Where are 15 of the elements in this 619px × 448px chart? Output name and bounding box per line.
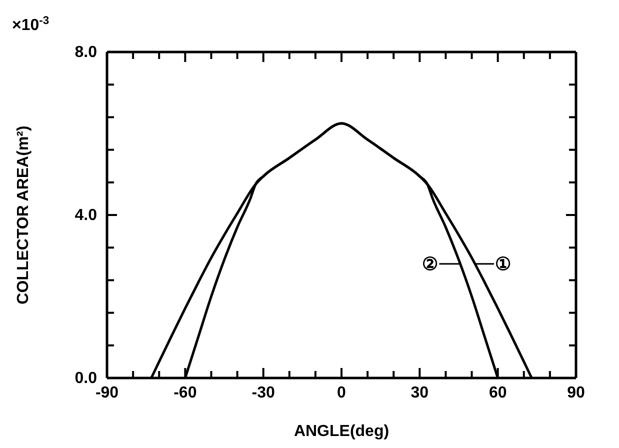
x-axis-title: ANGLE(deg) (294, 423, 390, 440)
y-tick-label: 0.0 (74, 370, 98, 388)
series-label: ② (422, 254, 438, 274)
text: ×10$^{-3}$ (12, 15, 50, 34)
y-tick-label: 8.0 (74, 44, 98, 62)
x-tick-label: 0 (337, 384, 346, 402)
x-tick-label: 90 (567, 384, 585, 402)
x-tick-label: 30 (410, 384, 429, 402)
x-tick-label: -60 (174, 384, 197, 402)
legend-label: ① (494, 254, 511, 274)
x-tick-label: -90 (95, 384, 119, 402)
x-tick-label: 60 (488, 384, 507, 402)
x-tick-label: -30 (252, 384, 275, 402)
y-axis-title: COLLECTOR AREA(m²) (15, 126, 32, 304)
y-tick-label: 4.0 (74, 207, 98, 224)
